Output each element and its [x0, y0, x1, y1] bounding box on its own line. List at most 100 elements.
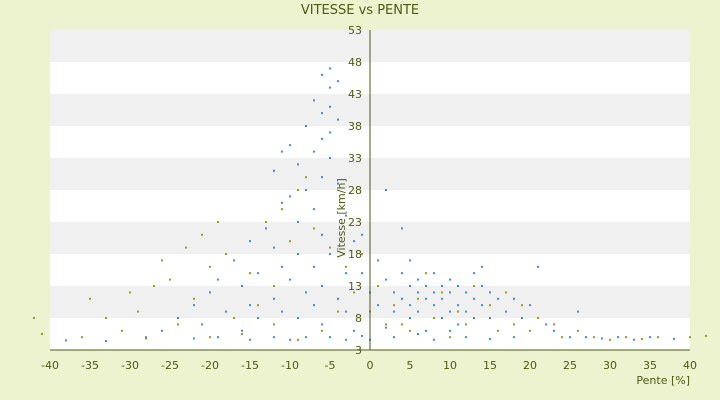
data-point-olive	[169, 278, 171, 281]
x-tick-label: -20	[201, 359, 219, 372]
data-point-olive	[417, 297, 419, 300]
data-point-olive	[385, 323, 387, 326]
data-point-blue	[465, 310, 467, 313]
data-point-blue	[217, 278, 219, 281]
x-tick-label: 5	[407, 359, 414, 372]
data-point-olive	[513, 323, 515, 326]
data-point-blue	[361, 233, 363, 236]
data-point-olive	[225, 253, 227, 255]
data-point-blue	[345, 214, 347, 217]
x-tick-label: -15	[241, 359, 259, 372]
data-point-blue	[305, 336, 307, 339]
x-tick-label: 10	[443, 359, 457, 372]
data-point-blue	[329, 131, 331, 134]
data-point-blue	[225, 310, 227, 313]
data-point-blue	[401, 297, 403, 300]
data-point-olive	[625, 336, 627, 339]
y-tick-label: 3	[355, 344, 362, 357]
data-point-blue	[273, 246, 275, 249]
data-point-blue	[481, 285, 483, 287]
data-point-blue	[209, 291, 211, 294]
data-point-olive	[145, 337, 147, 340]
data-point-olive	[529, 329, 531, 332]
data-point-blue	[473, 317, 475, 319]
data-point-olive	[281, 208, 283, 211]
data-point-blue	[265, 227, 267, 230]
data-point-blue	[281, 265, 283, 268]
data-point-blue	[417, 291, 419, 294]
data-points	[33, 67, 707, 342]
data-point-blue	[473, 272, 475, 275]
data-point-olive	[33, 317, 35, 319]
data-point-blue	[289, 195, 291, 198]
data-point-olive	[297, 338, 299, 341]
y-tick-label: 53	[348, 24, 362, 37]
data-point-blue	[513, 297, 515, 300]
data-point-blue	[433, 272, 435, 275]
data-point-olive	[129, 291, 131, 294]
data-point-blue	[449, 310, 451, 313]
data-point-blue	[417, 333, 419, 335]
data-point-blue	[321, 285, 323, 287]
data-point-blue	[201, 323, 203, 326]
data-point-blue	[249, 338, 251, 341]
data-point-olive	[577, 329, 579, 332]
data-point-blue	[313, 265, 315, 268]
data-point-blue	[481, 265, 483, 268]
x-tick-label: 15	[483, 359, 497, 372]
data-point-blue	[385, 189, 387, 191]
data-point-blue	[409, 259, 411, 262]
data-point-blue	[345, 310, 347, 313]
y-tick-label: 23	[348, 216, 362, 229]
data-point-olive	[425, 272, 427, 275]
data-point-blue	[257, 272, 259, 275]
data-point-olive	[89, 297, 91, 300]
y-tick-label: 33	[348, 152, 362, 165]
data-point-blue	[289, 338, 291, 341]
y-tick-label: 38	[348, 120, 362, 133]
y-tick-label: 43	[348, 88, 362, 101]
data-point-blue	[649, 336, 651, 339]
data-point-blue	[193, 337, 195, 340]
data-point-blue	[449, 329, 451, 332]
data-point-blue	[409, 285, 411, 287]
data-point-blue	[393, 310, 395, 313]
data-point-blue	[441, 285, 443, 287]
data-point-blue	[393, 336, 395, 339]
data-point-blue	[401, 272, 403, 275]
data-point-olive	[641, 338, 643, 341]
data-point-blue	[425, 297, 427, 300]
data-point-blue	[273, 336, 275, 339]
data-point-blue	[545, 323, 547, 326]
data-point-blue	[441, 317, 443, 319]
data-point-blue	[281, 310, 283, 313]
data-point-blue	[145, 336, 147, 339]
data-point-olive	[377, 285, 379, 287]
data-point-olive	[209, 265, 211, 268]
data-point-blue	[473, 297, 475, 300]
data-point-olive	[41, 333, 43, 335]
data-point-blue	[377, 259, 379, 262]
data-point-blue	[321, 73, 323, 76]
data-point-olive	[457, 310, 459, 313]
data-point-blue	[521, 317, 523, 319]
data-point-olive	[185, 246, 187, 249]
data-point-olive	[105, 317, 107, 319]
data-point-blue	[321, 137, 323, 140]
data-point-blue	[577, 310, 579, 313]
y-tick-label: 28	[348, 184, 362, 197]
data-point-olive	[305, 176, 307, 179]
x-tick-label: -5	[325, 359, 336, 372]
data-point-blue	[289, 144, 291, 147]
data-point-olive	[553, 323, 555, 326]
data-point-blue	[385, 326, 387, 329]
data-point-blue	[433, 291, 435, 294]
data-point-blue	[425, 329, 427, 332]
data-point-blue	[673, 338, 675, 341]
data-point-blue	[281, 150, 283, 153]
data-point-olive	[161, 259, 163, 262]
x-tick-label: -35	[81, 359, 99, 372]
data-point-blue	[337, 182, 339, 185]
